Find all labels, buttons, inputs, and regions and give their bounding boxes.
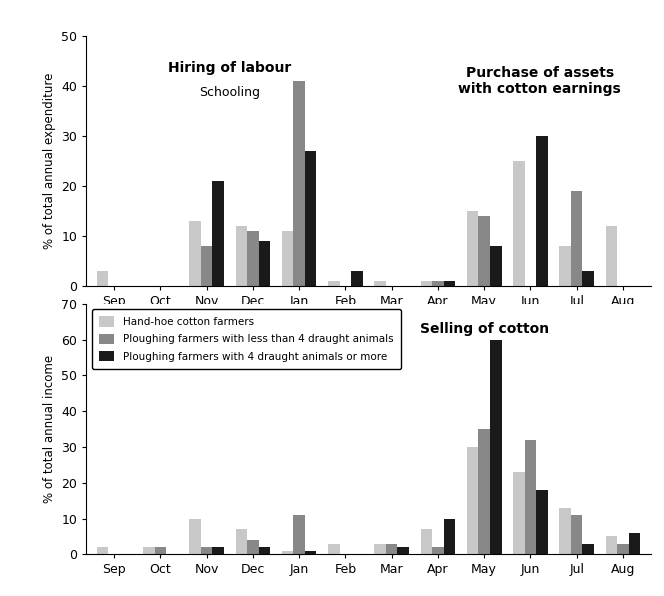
Bar [386, 544, 398, 554]
Bar [478, 429, 490, 554]
Bar [513, 472, 525, 554]
Bar [97, 547, 108, 554]
Bar [582, 271, 594, 286]
Bar [143, 547, 155, 554]
Bar [525, 440, 537, 554]
Bar [212, 547, 224, 554]
Bar [282, 231, 293, 286]
Bar [398, 547, 409, 554]
Bar [571, 515, 582, 554]
Bar [490, 340, 501, 554]
Bar [432, 281, 444, 286]
Bar [328, 281, 339, 286]
Bar [282, 551, 293, 554]
Bar [629, 533, 640, 554]
Text: Hiring of labour: Hiring of labour [168, 61, 291, 74]
Bar [444, 281, 456, 286]
Text: Schooling: Schooling [199, 86, 260, 99]
Bar [606, 226, 617, 286]
Bar [189, 221, 201, 286]
Bar [212, 181, 224, 286]
Bar [97, 271, 108, 286]
Bar [305, 551, 317, 554]
Bar [606, 536, 617, 554]
Legend: Hand-hoe cotton farmers, Ploughing farmers with less than 4 draught animals, Plo: Hand-hoe cotton farmers, Ploughing farme… [92, 309, 400, 369]
Bar [513, 161, 525, 286]
Bar [247, 231, 259, 286]
Text: Selling of cotton: Selling of cotton [420, 322, 548, 336]
Bar [420, 281, 432, 286]
Bar [155, 547, 166, 554]
Bar [236, 529, 247, 554]
Bar [293, 81, 305, 286]
Bar [571, 191, 582, 286]
Bar [259, 241, 270, 286]
Bar [478, 216, 490, 286]
Bar [247, 540, 259, 554]
Bar [351, 271, 363, 286]
Bar [537, 136, 548, 286]
Bar [305, 151, 317, 286]
Bar [201, 547, 212, 554]
Bar [201, 246, 212, 286]
Bar [236, 226, 247, 286]
Bar [467, 447, 478, 554]
Bar [432, 547, 444, 554]
Bar [582, 544, 594, 554]
Y-axis label: % of total annual expenditure: % of total annual expenditure [42, 73, 56, 249]
Bar [374, 544, 386, 554]
Bar [559, 246, 571, 286]
Bar [420, 529, 432, 554]
Bar [537, 490, 548, 554]
Y-axis label: % of total annual income: % of total annual income [42, 355, 56, 503]
Bar [293, 515, 305, 554]
Bar [259, 547, 270, 554]
Bar [189, 519, 201, 554]
Bar [374, 281, 386, 286]
Bar [617, 544, 629, 554]
Bar [328, 544, 339, 554]
Bar [467, 211, 478, 286]
Text: Purchase of assets
with cotton earnings: Purchase of assets with cotton earnings [458, 66, 621, 96]
Bar [559, 508, 571, 554]
Bar [490, 246, 501, 286]
Bar [444, 519, 456, 554]
